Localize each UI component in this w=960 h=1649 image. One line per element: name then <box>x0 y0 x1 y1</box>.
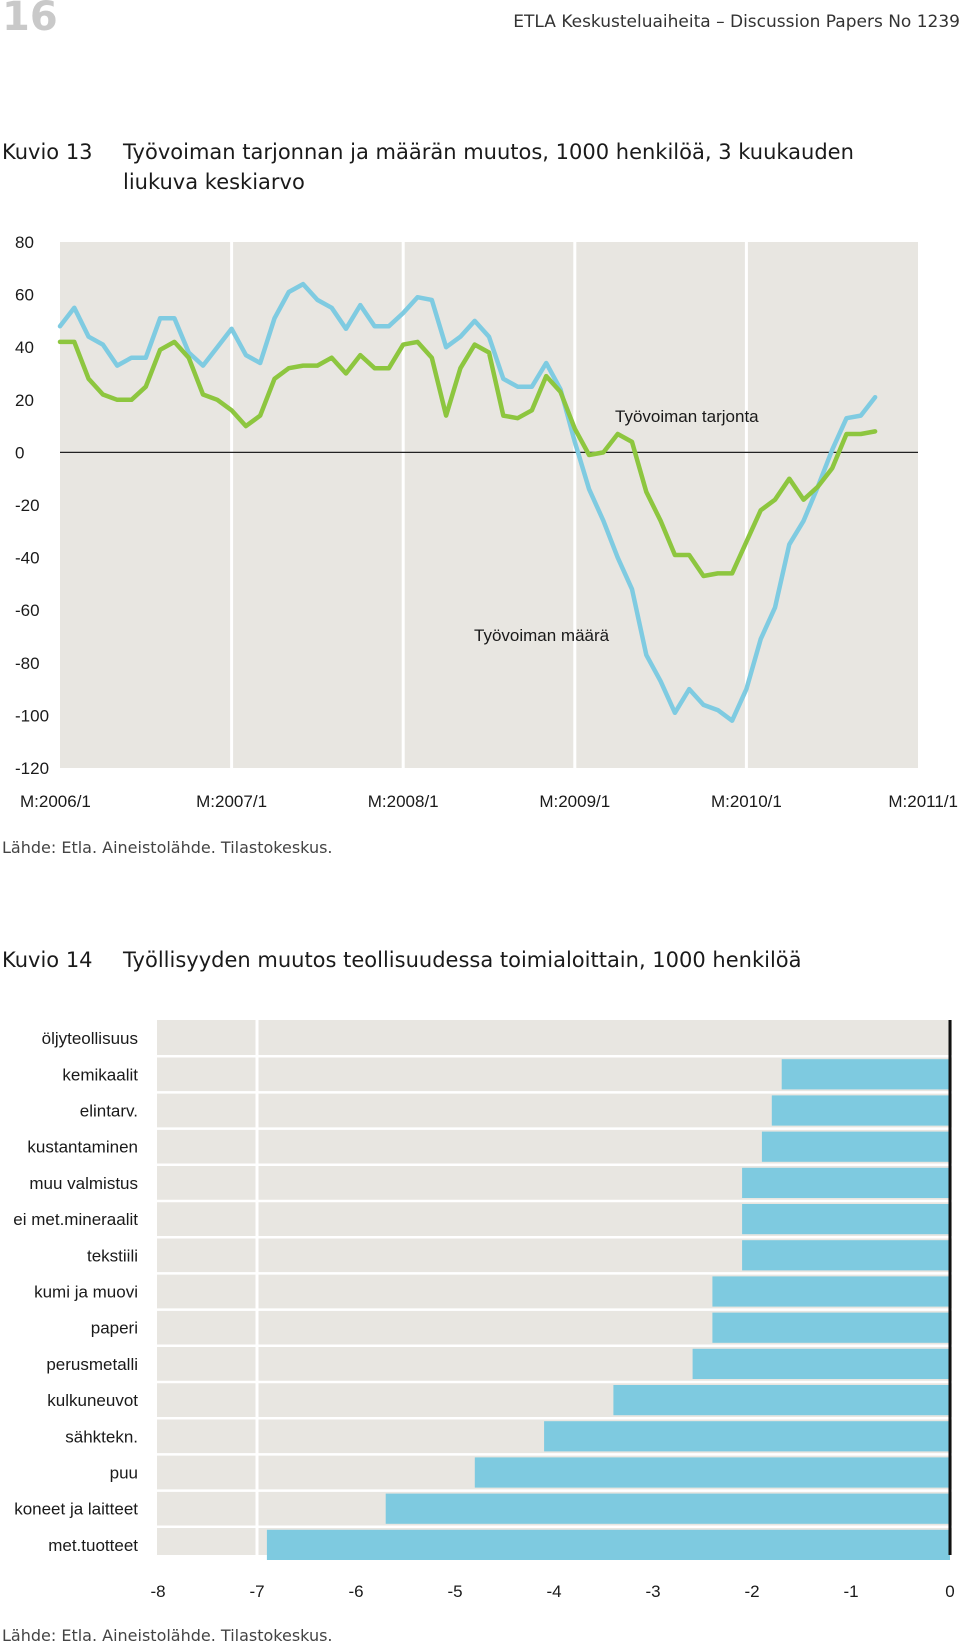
figure14-title: Työllisyyden muutos teollisuudessa toimi… <box>123 948 802 972</box>
figure14-label: Kuvio 14 <box>2 948 93 972</box>
series-label-employment: Työvoiman määrä <box>474 626 610 645</box>
category-label: met.tuotteet <box>48 1536 138 1555</box>
category-label: kemikaalit <box>62 1065 138 1084</box>
category-label: perusmetalli <box>46 1355 138 1374</box>
category-label: ei met.mineraalit <box>13 1210 138 1229</box>
series-label-supply: Työvoiman tarjonta <box>615 407 759 426</box>
x-tick-label: M:2006/1 <box>20 792 91 811</box>
category-label: koneet ja laitteet <box>14 1500 138 1519</box>
page-number: 16 <box>2 0 58 40</box>
y-tick-label: -40 <box>15 549 40 568</box>
x-tick-label: -7 <box>249 1582 264 1601</box>
bar <box>742 1167 950 1198</box>
series-line-employment <box>57 339 878 579</box>
category-label: paperi <box>91 1319 138 1338</box>
x-tick-label: M:2008/1 <box>368 792 439 811</box>
bar <box>742 1240 950 1271</box>
category-label: sähktekn. <box>65 1427 138 1446</box>
bar <box>266 1529 950 1560</box>
x-tick-label: -6 <box>348 1582 363 1601</box>
figure13-label: Kuvio 13 <box>2 140 93 164</box>
bar-chart: öljyteollisuus kemikaalit elintarv. kustant… <box>13 1020 955 1601</box>
category-label: tekstiili <box>87 1246 138 1265</box>
x-tick-label: -3 <box>645 1582 660 1601</box>
figure14-source: Lähde: Etla. Aineistolähde. Tilastokesku… <box>2 1626 333 1645</box>
y-tick-label: -120 <box>15 759 49 778</box>
bar <box>474 1457 950 1488</box>
category-label: elintarv. <box>80 1102 138 1121</box>
x-tick-label: M:2009/1 <box>539 792 610 811</box>
y-tick-label: -60 <box>15 601 40 620</box>
y-tick-label: 20 <box>15 391 34 410</box>
series-line-supply <box>57 281 878 723</box>
bar <box>771 1095 950 1126</box>
bar <box>712 1312 950 1343</box>
category-label: kustantaminen <box>27 1138 138 1157</box>
bar <box>692 1348 950 1379</box>
y-tick-label: 40 <box>15 338 34 357</box>
bar <box>781 1059 950 1090</box>
x-tick-label: 0 <box>945 1582 954 1601</box>
x-tick-label: -1 <box>843 1582 858 1601</box>
y-tick-label: 0 <box>15 443 24 462</box>
line-chart: M:2006/1 M:2007/1 M:2008/1 M:2009/1 M:2010/1… <box>15 233 958 811</box>
x-tick-label: M:2007/1 <box>196 792 267 811</box>
category-label: puu <box>110 1464 138 1483</box>
plot-area <box>60 242 918 768</box>
bar <box>613 1385 950 1416</box>
y-tick-label: -20 <box>15 496 40 515</box>
x-tick-label: -4 <box>546 1582 561 1601</box>
y-tick-label: 60 <box>15 286 34 305</box>
x-tick-label: M:2010/1 <box>711 792 782 811</box>
y-tick-label: 80 <box>15 233 34 252</box>
publication-title: ETLA Keskusteluaiheita – Discussion Pape… <box>513 12 960 32</box>
category-label: kumi ja muovi <box>34 1283 138 1302</box>
y-tick-label: -80 <box>15 654 40 673</box>
figure13-source: Lähde: Etla. Aineistolähde. Tilastokesku… <box>2 838 333 857</box>
category-label: öljyteollisuus <box>42 1029 138 1048</box>
x-tick-label: -2 <box>744 1582 759 1601</box>
bar <box>385 1493 950 1524</box>
bar <box>712 1276 950 1307</box>
category-label: kulkuneuvot <box>47 1391 138 1410</box>
x-tick-label: -5 <box>447 1582 462 1601</box>
x-tick-label: -8 <box>150 1582 165 1601</box>
bar <box>544 1421 950 1452</box>
bar <box>761 1131 950 1162</box>
category-label: muu valmistus <box>29 1174 138 1193</box>
y-tick-label: -100 <box>15 706 49 725</box>
figure13-title: Työvoiman tarjonnan ja määrän muutos, 10… <box>123 140 854 194</box>
bar <box>742 1204 950 1235</box>
x-tick-label: M:2011/1 <box>888 792 958 811</box>
